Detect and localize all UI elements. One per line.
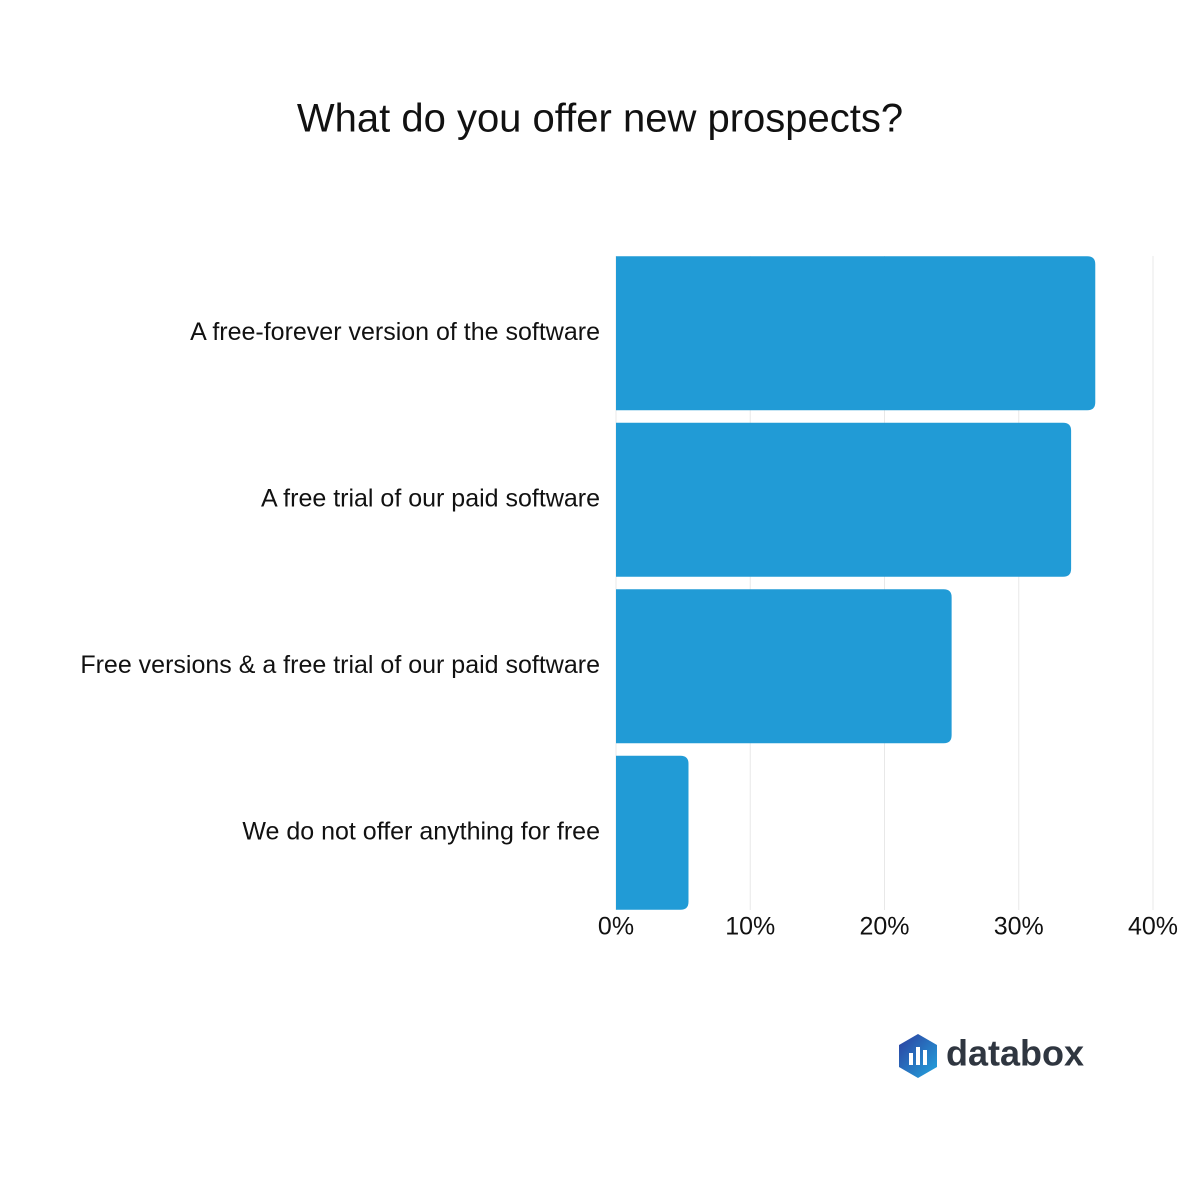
logo-icon-bar (909, 1053, 913, 1065)
logo: databox (899, 1033, 1084, 1078)
bar (616, 589, 952, 744)
logo-text: databox (946, 1033, 1084, 1074)
logo-icon-bar (916, 1047, 920, 1065)
y-tick-label: A free-forever version of the software (190, 318, 600, 346)
bar (616, 755, 689, 910)
x-tick-label: 10% (725, 913, 775, 941)
x-tick-label: 0% (598, 913, 634, 941)
chart-title: What do you offer new prospects? (297, 97, 903, 141)
x-tick-label: 30% (994, 913, 1044, 941)
bar (616, 422, 1072, 577)
y-tick-label: Free versions & a free trial of our paid… (80, 651, 600, 679)
logo-icon-bar (923, 1050, 927, 1065)
x-tick-label: 20% (859, 913, 909, 941)
y-tick-label: We do not offer anything for free (242, 817, 600, 845)
bar (616, 256, 1096, 411)
y-tick-label: A free trial of our paid software (261, 484, 600, 512)
x-tick-label: 40% (1128, 913, 1178, 941)
